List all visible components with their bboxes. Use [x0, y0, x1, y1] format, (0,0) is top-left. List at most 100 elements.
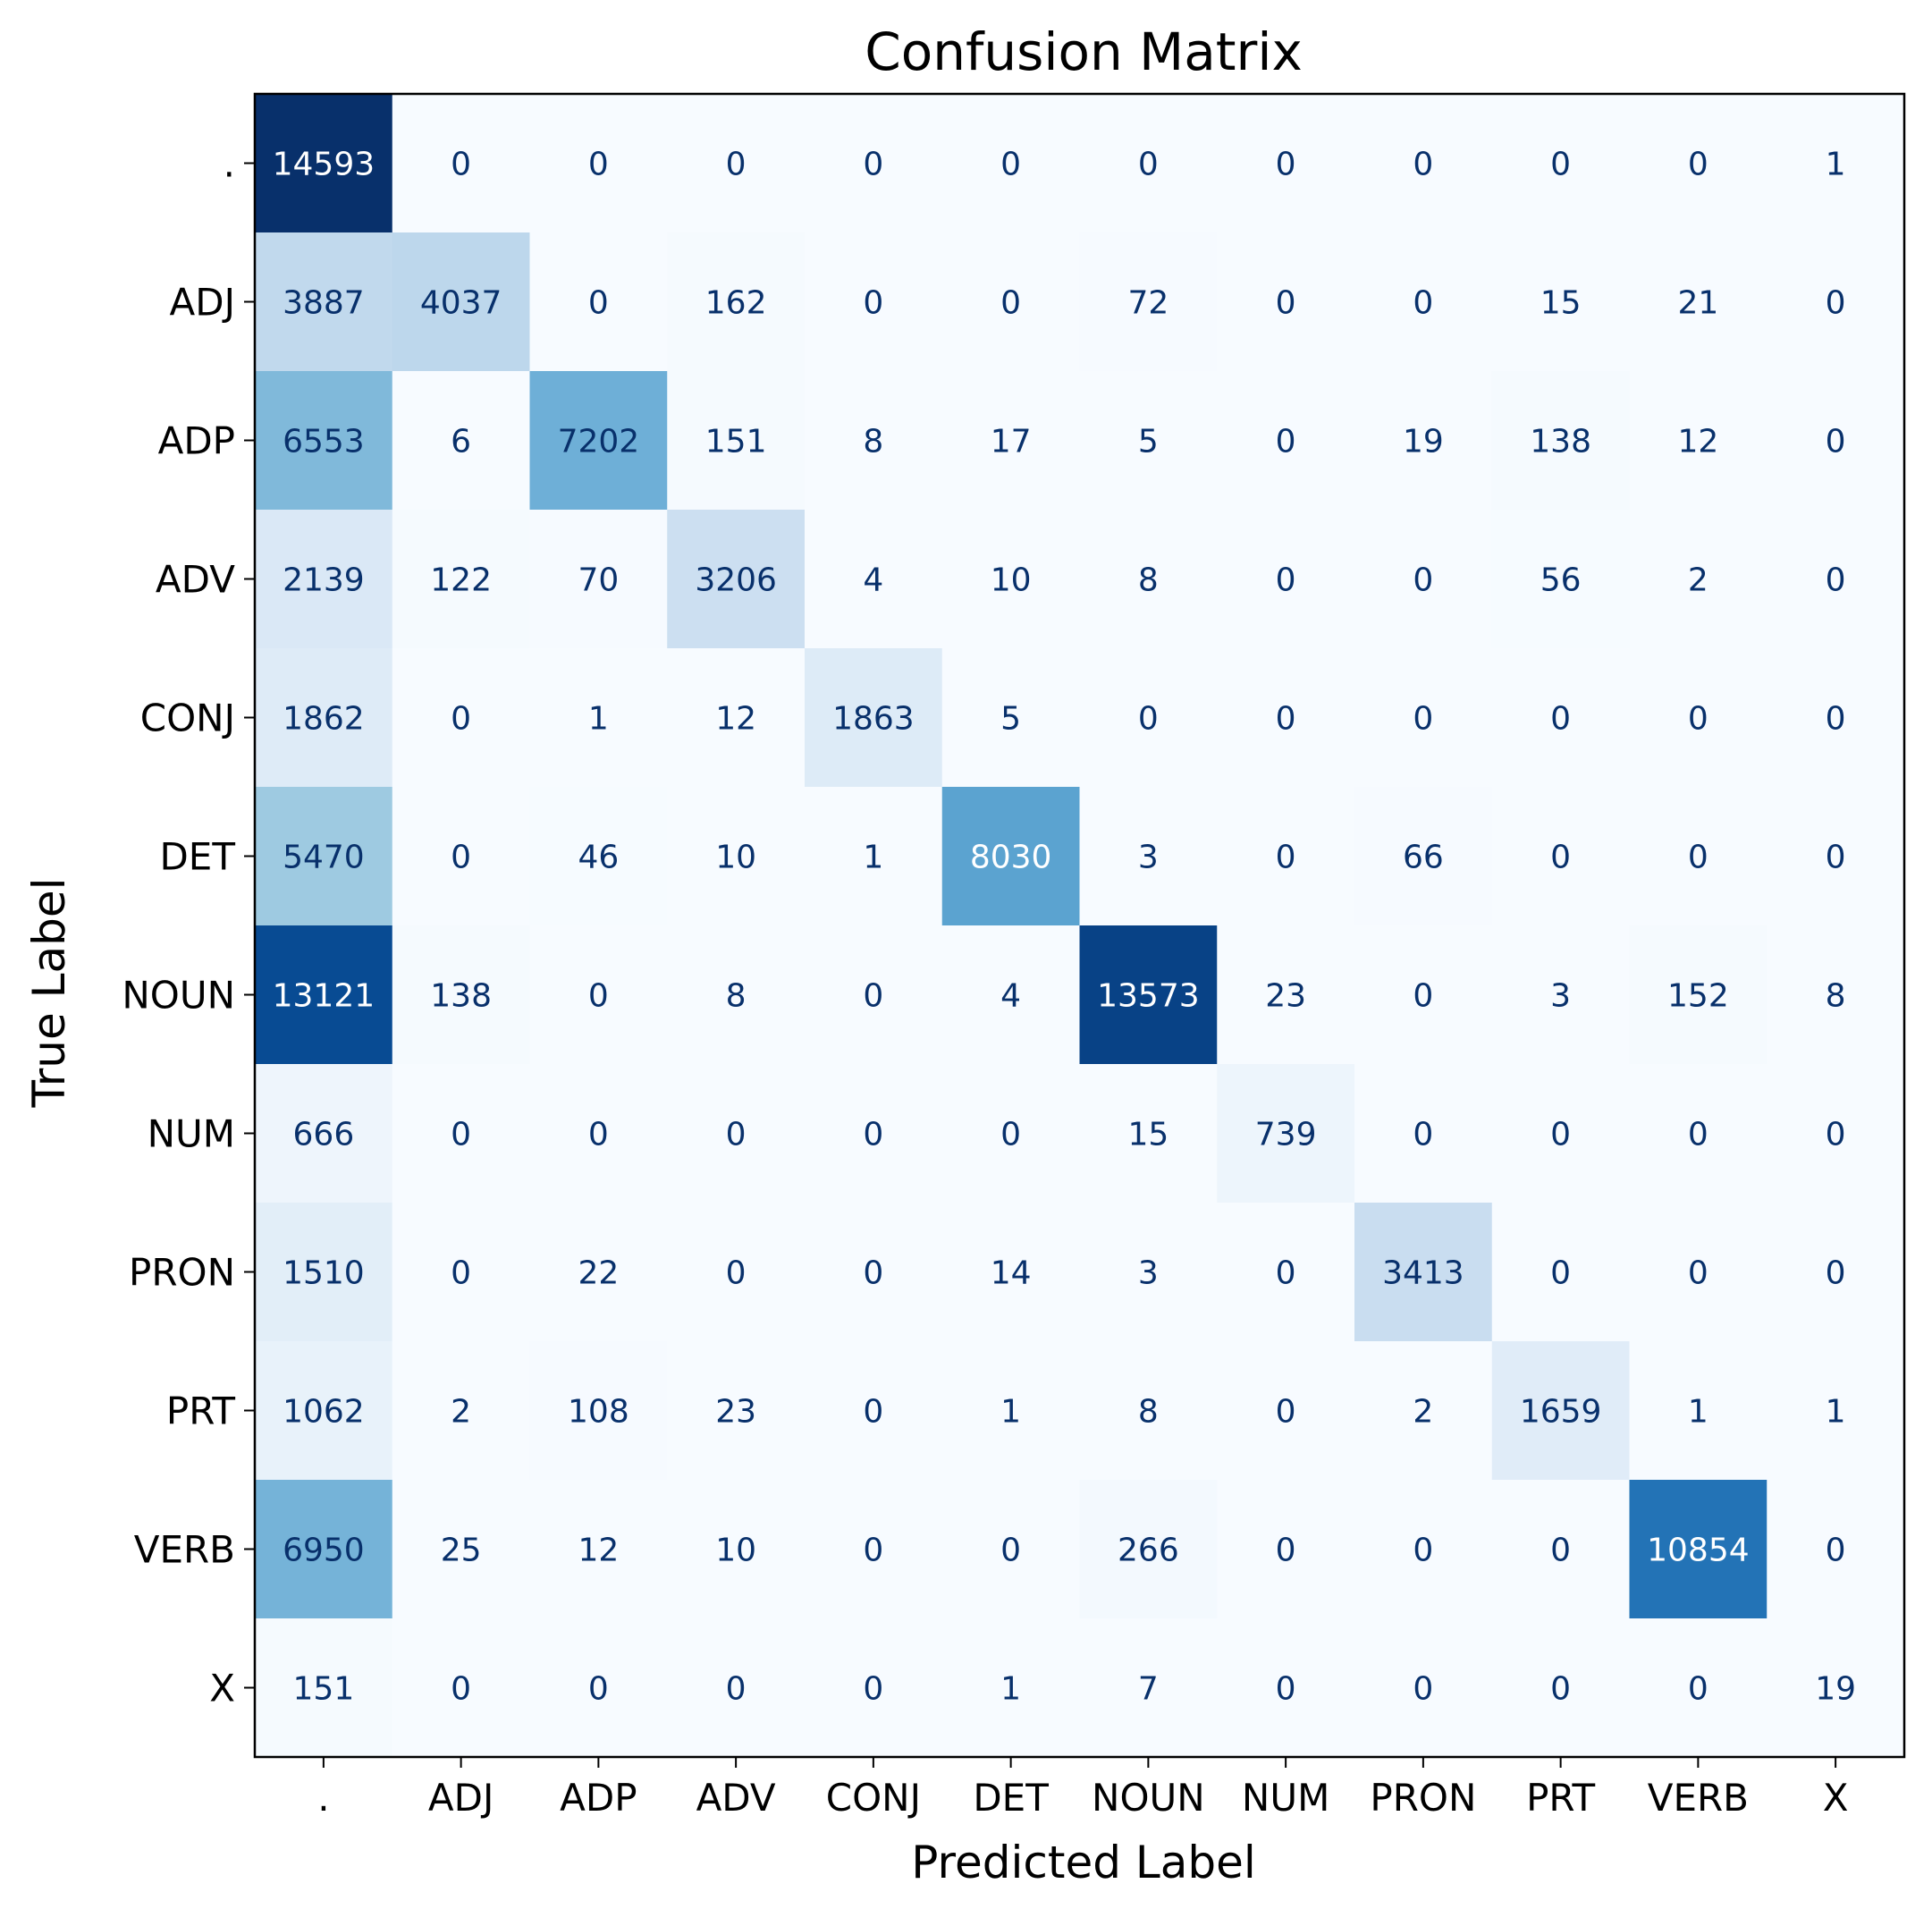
cell-value-label: 151: [705, 424, 767, 460]
cell-value-label: 0: [1550, 147, 1571, 183]
cell-value-label: 0: [451, 1117, 471, 1153]
cell-value-label: 151: [293, 1671, 355, 1708]
cell-value-label: 4: [863, 562, 883, 599]
cell-value-label: 21: [1677, 285, 1718, 322]
y-tick-label: NUM: [148, 1112, 235, 1156]
cell-value-label: 1: [1826, 147, 1846, 183]
heatmap-cell: [941, 1203, 1081, 1342]
heatmap-cell: [1217, 1480, 1355, 1619]
cell-value-label: 0: [863, 1533, 883, 1569]
cell-value-label: 0: [588, 978, 609, 1015]
cell-value-label: 1: [1826, 1394, 1846, 1431]
cell-value-label: 10: [715, 840, 756, 876]
heatmap-cell: [1629, 787, 1767, 926]
cell-value-label: 0: [1688, 147, 1708, 183]
heatmap-cell: [1354, 1203, 1493, 1342]
heatmap-cell: [805, 371, 943, 511]
cell-value-label: 4: [1000, 978, 1021, 1015]
heatmap-cell: [1079, 648, 1218, 788]
cell-value-label: 0: [1688, 840, 1708, 876]
cell-value-label: 46: [578, 840, 619, 876]
heatmap-cell: [1767, 1618, 1905, 1758]
heatmap-cell: [1079, 1480, 1218, 1619]
cell-value-label: 0: [1413, 285, 1433, 322]
x-axis-ticks: . ADJ ADP ADV CONJ DET NOUN NUM PRON PRT VERB X: [317, 1757, 1849, 1820]
heatmap-cell: [1354, 510, 1493, 649]
cell-value-label: 5470: [283, 840, 365, 876]
heatmap-cell: [1629, 1618, 1767, 1758]
x-tick-label: .: [317, 1776, 329, 1820]
plot-frame: [253, 92, 1906, 1759]
heatmap-cell: [805, 232, 943, 372]
cell-value-label: 138: [1530, 424, 1591, 460]
cell-value-label: 162: [705, 285, 767, 322]
cell-value-label: 0: [863, 1671, 883, 1708]
heatmap-cell: [255, 1341, 393, 1481]
heatmap-cell: [1354, 94, 1493, 233]
heatmap-cell: [805, 925, 943, 1065]
heatmap-cell: [1491, 510, 1631, 649]
heatmap-cell: [529, 925, 668, 1065]
heatmap-cell: [1491, 648, 1631, 788]
cell-value-label: 10854: [1647, 1533, 1750, 1569]
y-axis-label: True Label: [23, 878, 75, 1109]
y-tick-label: VERB: [134, 1528, 235, 1572]
heatmap-cell: [255, 787, 393, 926]
cell-value-label: 0: [1000, 147, 1021, 183]
heatmap-cell: [1491, 371, 1631, 511]
cell-value-label: 2139: [283, 562, 365, 599]
heatmap-cell: [392, 1064, 531, 1204]
heatmap-cell: [392, 510, 531, 649]
cell-value-label: 6: [451, 424, 471, 460]
heatmap-cell: [1767, 232, 1905, 372]
heatmap-cell: [1354, 648, 1493, 788]
cell-value-label: 2: [451, 1394, 471, 1431]
heatmap-cell: [1079, 1064, 1218, 1204]
cell-value-label: 56: [1540, 562, 1582, 599]
cell-value-label: 0: [1688, 1671, 1708, 1708]
heatmap-cell: [255, 1480, 393, 1619]
cell-value-label: 0: [1688, 1117, 1708, 1153]
y-tick-label: X: [209, 1667, 235, 1710]
cell-value-label: 0: [1138, 147, 1159, 183]
cell-value-label: 0: [863, 1394, 883, 1431]
heatmap-cell: [392, 232, 531, 372]
cell-value-label: 0: [863, 1117, 883, 1153]
heatmap-cell: [1217, 1618, 1355, 1758]
heatmap-cell: [1491, 1341, 1631, 1481]
cell-value-label: 0: [451, 701, 471, 738]
heatmap-cell: [1767, 648, 1905, 788]
cell-value-label: 0: [588, 285, 609, 322]
y-tick-label: NOUN: [122, 974, 235, 1018]
cell-value-label: 12: [715, 701, 756, 738]
heatmap-cell: [1079, 94, 1218, 233]
cell-value-label: 0: [1000, 285, 1021, 322]
heatmap-cell: [1354, 232, 1493, 372]
heatmap-cell: [392, 648, 531, 788]
heatmap-cell: [1079, 1203, 1218, 1342]
heatmap-cell: [667, 94, 806, 233]
y-tick-label: DET: [159, 835, 235, 879]
heatmap-cell: [805, 648, 943, 788]
cell-value-label: 7: [1138, 1671, 1159, 1708]
cell-value-label: 1: [1000, 1394, 1021, 1431]
cell-value-label: 13573: [1097, 978, 1200, 1015]
x-tick-label: NOUN: [1092, 1776, 1205, 1820]
cell-value-label: 10: [715, 1533, 756, 1569]
cell-value-label: 739: [1255, 1117, 1317, 1153]
cell-value-label: 7202: [558, 424, 640, 460]
heatmap-cell: [667, 1064, 806, 1204]
cell-value-label: 0: [1826, 562, 1846, 599]
heatmap-cell: [1354, 1618, 1493, 1758]
y-tick-label: PRT: [166, 1390, 235, 1433]
cell-value-label: 15: [1540, 285, 1582, 322]
heatmap-cell: [529, 1341, 668, 1481]
cell-value-label: 0: [1413, 701, 1433, 738]
cell-value-label: 0: [1276, 1255, 1296, 1292]
cell-value-label: 0: [1826, 701, 1846, 738]
heatmap-cell: [941, 1064, 1081, 1204]
heatmap-cell: [255, 510, 393, 649]
heatmap-cell: [1354, 1341, 1493, 1481]
y-tick-label: PRON: [129, 1251, 235, 1295]
